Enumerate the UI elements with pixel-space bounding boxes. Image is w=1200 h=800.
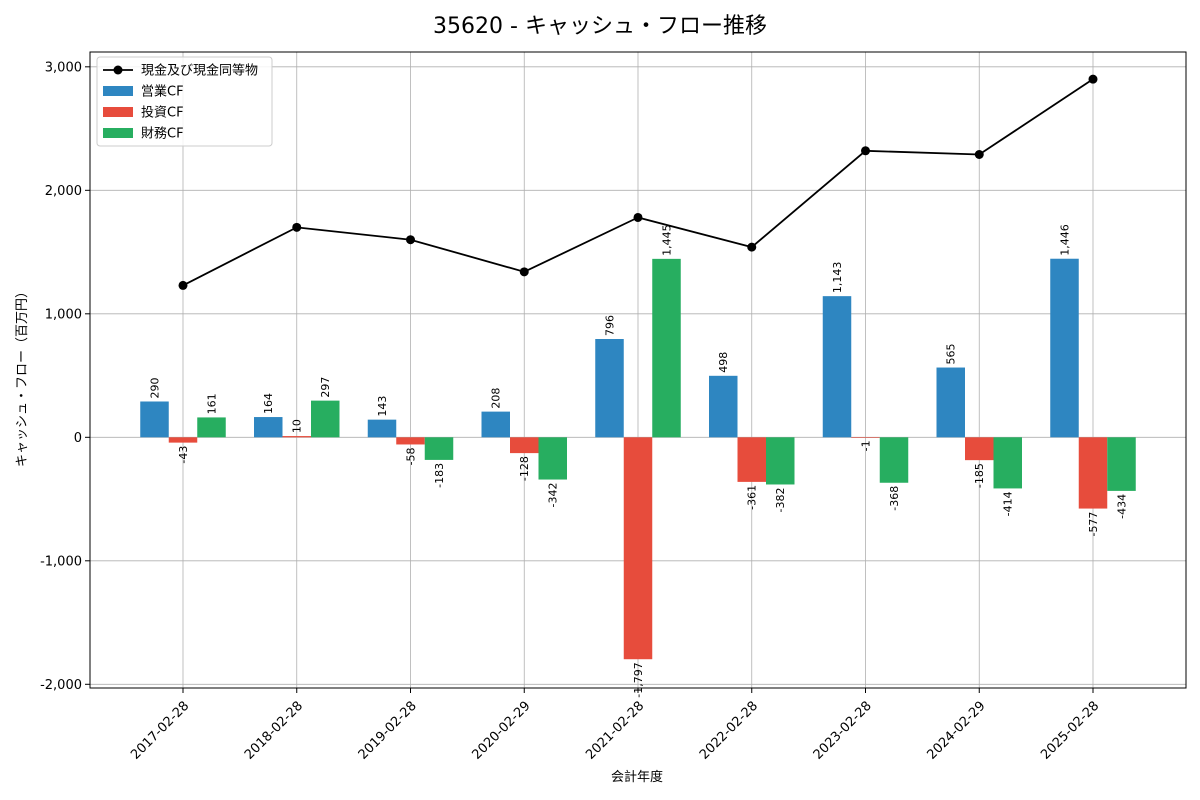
x-tick-label: 2020-02-29: [469, 699, 533, 763]
data-label: -577: [1087, 512, 1100, 537]
data-label: 10: [291, 419, 304, 433]
bar-operating-2024-02-29: [936, 367, 965, 438]
x-tick-label: 2024-02-29: [924, 699, 988, 763]
y-tick-label: 1,000: [45, 307, 82, 322]
x-tick-label: 2017-02-28: [128, 699, 192, 763]
legend-box: [96, 56, 273, 147]
data-label: -128: [518, 456, 531, 481]
legend-label: 現金及び現金同等物: [141, 63, 258, 79]
data-label: 161: [206, 393, 219, 414]
x-tick-label: 2018-02-28: [242, 699, 306, 763]
data-label: -382: [774, 487, 787, 512]
bar-operating-2017-02-28: [140, 401, 169, 438]
bar-investing-2020-02-29: [510, 437, 539, 454]
bar-operating-2023-02-28: [822, 296, 852, 438]
bar-investing-2025-02-28: [1078, 437, 1108, 509]
legend-swatch: [103, 107, 133, 117]
bar-financing-2024-02-29: [993, 437, 1022, 489]
data-labels: 290 164 143 208 796 498 1,143 565 1,446 -43 10 -58 -…: [149, 224, 1129, 697]
bar-financing-2021-02-28: [652, 258, 681, 438]
legend-swatch: [103, 128, 133, 138]
bar-financing-2017-02-28: [197, 417, 226, 438]
line-series: [178, 74, 1098, 290]
y-axis-title: キャッシュ・フロー（百万円）: [15, 285, 30, 467]
data-label: -414: [1002, 491, 1015, 516]
legend-swatch: [103, 86, 133, 96]
y-tick-label: 3,000: [45, 60, 82, 75]
data-label: 290: [149, 377, 162, 398]
data-label: -1,797: [632, 662, 645, 697]
x-tick-label: 2023-02-28: [811, 699, 875, 763]
bar-investing-2018-02-28: [282, 436, 311, 438]
bar-operating-2018-02-28: [254, 417, 283, 438]
bar-financing-2019-02-28: [424, 437, 454, 460]
x-tick-label: 2022-02-28: [697, 699, 761, 763]
bar-financing-2018-02-28: [311, 400, 340, 438]
bar-investing-2019-02-28: [396, 437, 425, 445]
data-label: -361: [746, 485, 759, 510]
data-label: 1,445: [661, 224, 674, 256]
x-axis-title: 会計年度: [611, 769, 663, 785]
bar-investing-2022-02-28: [737, 437, 766, 482]
data-label: -185: [973, 463, 986, 488]
data-label: 565: [945, 344, 958, 365]
bar-investing-2024-02-29: [965, 437, 994, 461]
data-label: 164: [262, 393, 275, 414]
data-label: -434: [1116, 494, 1129, 519]
legend-label: 営業CF: [141, 84, 184, 100]
cash-point-2021-02-28: [633, 212, 643, 222]
bar-financing-2020-02-29: [538, 437, 567, 480]
y-tick-label: -2,000: [40, 678, 82, 693]
y-tick-label: 2,000: [45, 184, 82, 199]
bar-operating-2021-02-28: [595, 339, 624, 438]
data-label: -183: [433, 463, 446, 488]
data-label: 1,143: [831, 262, 844, 294]
data-label: 498: [717, 352, 730, 373]
bar-financing-2025-02-28: [1107, 437, 1136, 491]
legend-label: 投資CF: [141, 105, 184, 121]
cash-point-2022-02-28: [747, 242, 757, 252]
y-tick-label: -1,000: [40, 554, 82, 569]
legend-swatch-marker: [113, 65, 123, 75]
cash-point-2018-02-28: [292, 222, 302, 232]
cash-point-2020-02-29: [519, 267, 529, 277]
x-tick-label: 2019-02-28: [356, 699, 420, 763]
bar-investing-2021-02-28: [623, 437, 653, 660]
data-label: 1,446: [1059, 224, 1072, 256]
data-label: 143: [376, 396, 389, 417]
data-label: 208: [490, 388, 503, 409]
bar-investing-2023-02-28: [851, 437, 880, 438]
data-label: 796: [604, 315, 617, 336]
data-label: -43: [177, 446, 190, 464]
cash-point-2017-02-28: [178, 280, 188, 290]
data-label: -58: [405, 447, 418, 465]
bar-operating-2020-02-29: [481, 411, 510, 438]
cash-point-2025-02-28: [1088, 74, 1098, 84]
cash-point-2024-02-29: [974, 150, 984, 160]
data-label: -1: [860, 440, 873, 451]
bar-operating-2019-02-28: [367, 419, 397, 438]
y-tick-label: 0: [74, 431, 82, 446]
x-tick-label: 2025-02-28: [1038, 699, 1102, 763]
bar-operating-2022-02-28: [709, 375, 738, 438]
grid-lines: [90, 52, 1186, 688]
bar-operating-2025-02-28: [1050, 258, 1079, 438]
data-label: 297: [319, 377, 332, 398]
bar-investing-2017-02-28: [168, 437, 198, 443]
bar-financing-2023-02-28: [879, 437, 909, 483]
bar-financing-2022-02-28: [766, 437, 795, 485]
legend-label: 財務CF: [141, 127, 184, 142]
chart-title: 35620 - キャッシュ・フロー推移: [433, 14, 767, 39]
data-label: -368: [888, 486, 901, 511]
cash-point-2019-02-28: [406, 235, 415, 245]
data-label: -342: [547, 483, 560, 508]
cash-point-2023-02-28: [861, 146, 870, 156]
x-tick-label: 2021-02-28: [583, 699, 647, 763]
bar-series: [140, 258, 1136, 660]
